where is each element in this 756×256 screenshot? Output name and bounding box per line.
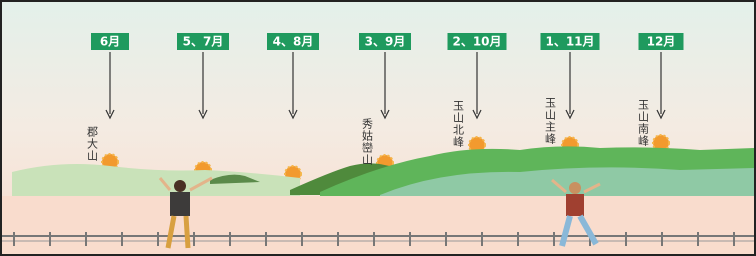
peak-label: 玉山主峰: [544, 97, 557, 145]
illustration: 6月 5、7月 4、8月 3、9月 2、10月 1、11月 12月 郡大山 秀姑巒山 玉山北峰 玉…: [0, 0, 756, 256]
marker-label: 5、7月: [183, 35, 224, 49]
marker-label: 4、8月: [273, 35, 314, 49]
marker-label: 3、9月: [365, 35, 406, 49]
marker-label: 12月: [647, 35, 676, 49]
marker-label: 6月: [100, 35, 120, 49]
marker-label: 1、11月: [545, 35, 594, 49]
peak-label: 秀姑巒山: [361, 118, 374, 166]
peak-label: 玉山北峰: [452, 100, 465, 148]
marker-label: 2、10月: [452, 35, 501, 49]
ground: [2, 196, 754, 254]
peak-label: 玉山南峰: [637, 99, 650, 147]
peak-label: 郡大山: [86, 126, 99, 162]
